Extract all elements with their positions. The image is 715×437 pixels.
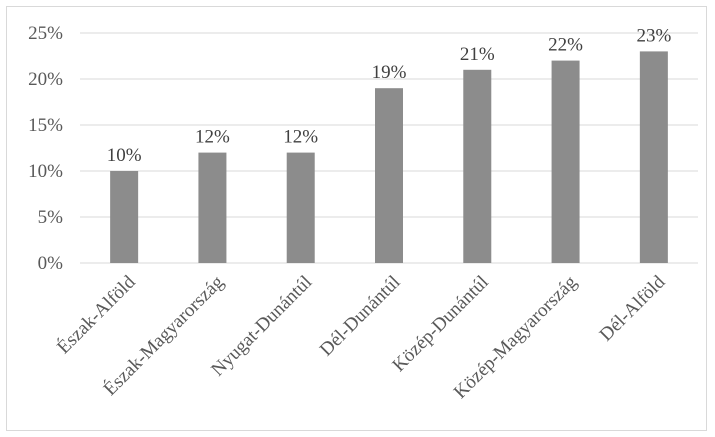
y-tick-label: 20% <box>28 69 63 90</box>
y-tick-label: 15% <box>28 115 63 136</box>
data-labels: 10% 12% 12% 19% 21% 22% 23% <box>107 25 672 166</box>
data-label: 12% <box>283 127 318 148</box>
y-tick-label: 0% <box>38 253 64 274</box>
y-axis-tick-labels: 0% 5% 10% 15% 20% 25% <box>28 23 63 274</box>
category-label: Dél-Alföld <box>596 271 670 345</box>
grid-lines <box>80 32 698 264</box>
category-labels: Észak-AlföldÉszak-MagyarországNyugat-Dun… <box>52 271 669 403</box>
category-label: Dél-Dunántúl <box>316 272 405 361</box>
data-label: 10% <box>107 145 142 166</box>
bar <box>639 51 668 264</box>
bar <box>463 69 492 263</box>
bar <box>110 171 139 263</box>
data-label: 21% <box>460 44 495 65</box>
y-tick-label: 10% <box>28 161 63 182</box>
bar <box>198 152 227 263</box>
data-label: 19% <box>372 62 407 83</box>
bar <box>286 152 315 263</box>
data-label: 22% <box>548 35 583 56</box>
data-label: 12% <box>195 127 230 148</box>
bar <box>375 88 403 263</box>
bar <box>551 60 580 263</box>
y-tick-label: 25% <box>28 23 63 44</box>
y-tick-label: 5% <box>38 207 64 228</box>
bars <box>110 51 668 264</box>
data-label: 23% <box>636 25 671 46</box>
category-label: Észak-Alföld <box>52 271 140 359</box>
